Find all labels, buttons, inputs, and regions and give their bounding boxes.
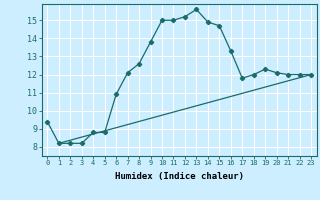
X-axis label: Humidex (Indice chaleur): Humidex (Indice chaleur) xyxy=(115,172,244,181)
